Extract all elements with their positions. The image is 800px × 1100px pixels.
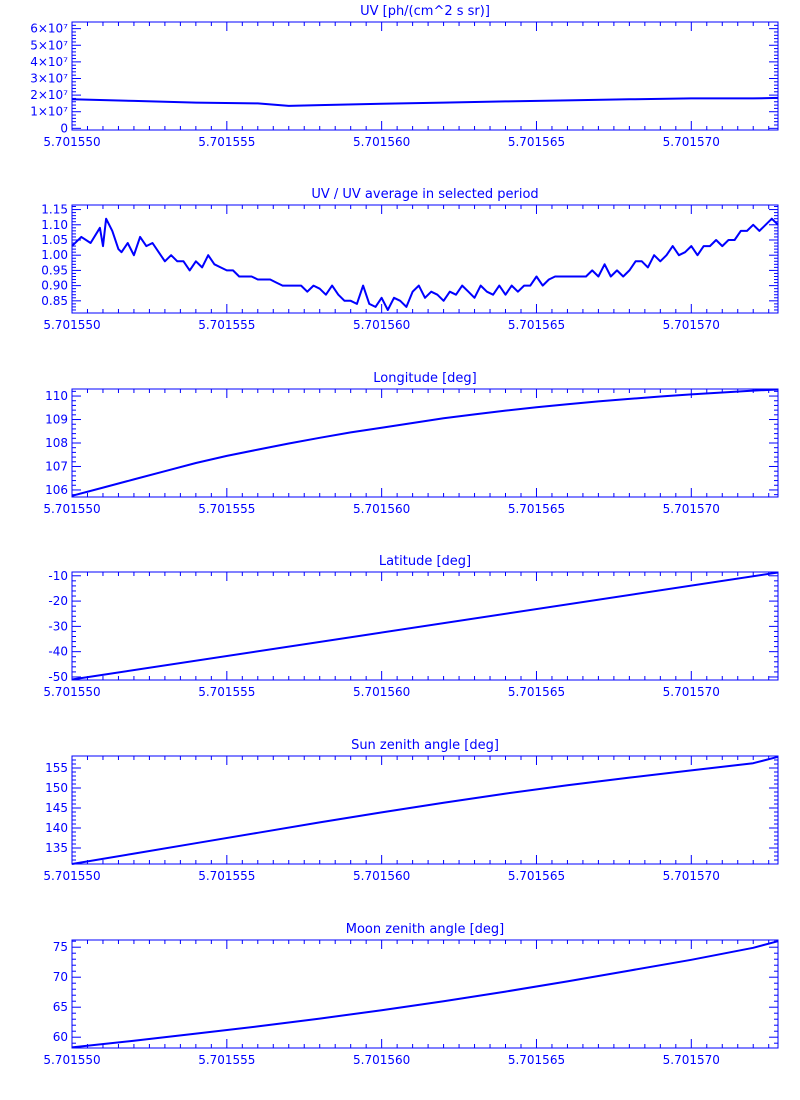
x-tick-label: 5.701550 xyxy=(43,318,100,332)
x-tick-label: 5.701565 xyxy=(508,1053,565,1067)
series-line xyxy=(71,388,779,497)
x-tick-label: 5.701565 xyxy=(508,135,565,149)
x-tick-label: 5.701550 xyxy=(43,685,100,699)
y-tick-label: 135 xyxy=(45,841,68,855)
y-tick-label: 109 xyxy=(45,413,68,427)
chart-panel: UV / UV average in selected period 5.7015… xyxy=(41,187,779,332)
series-line xyxy=(71,96,779,107)
y-tick-label: 0.95 xyxy=(41,263,68,277)
y-tick-label: -20 xyxy=(48,594,68,608)
x-tick-label: 5.701565 xyxy=(508,869,565,883)
y-tick-label: 5×10⁷ xyxy=(30,38,68,52)
y-tick-label: 140 xyxy=(45,821,68,835)
x-tick-label: 5.701560 xyxy=(353,685,410,699)
x-tick-label: 5.701570 xyxy=(663,502,720,516)
series-line xyxy=(71,217,779,311)
x-tick-label: 5.701560 xyxy=(353,135,410,149)
x-tick-label: 5.701560 xyxy=(353,318,410,332)
x-tick-label: 5.701560 xyxy=(353,869,410,883)
y-tick-label: 1.05 xyxy=(41,233,68,247)
chart-title: Latitude [deg] xyxy=(379,554,471,569)
series-line xyxy=(71,755,779,865)
y-tick-label: 0.90 xyxy=(41,279,68,293)
chart-panel: Moon zenith angle [deg] 5.701550 5.701555 5… xyxy=(43,922,779,1067)
series-line xyxy=(71,940,779,1049)
y-tick-label: 65 xyxy=(53,1000,68,1014)
y-tick-label: 1.10 xyxy=(41,218,68,232)
chart-panel: Sun zenith angle [deg] 5.701550 5.701555 5.… xyxy=(43,738,779,883)
chart-title: Moon zenith angle [deg] xyxy=(346,922,504,937)
series-line xyxy=(71,571,779,681)
chart-panel: UV [ph/(cm^2 s sr)] 5.701550 5.701555 5.701… xyxy=(30,4,779,149)
x-tick-label: 5.701555 xyxy=(198,502,255,516)
x-tick-label: 5.701550 xyxy=(43,1053,100,1067)
y-tick-label: 6×10⁷ xyxy=(30,22,68,36)
y-tick-label: 1.00 xyxy=(41,248,68,262)
x-tick-label: 5.701560 xyxy=(353,1053,410,1067)
x-tick-label: 5.701565 xyxy=(508,318,565,332)
y-tick-label: 107 xyxy=(45,459,68,473)
y-tick-label: -30 xyxy=(48,619,68,633)
plot-frame xyxy=(71,755,779,865)
y-tick-label: -40 xyxy=(48,645,68,659)
y-tick-label: 1.15 xyxy=(41,203,68,217)
y-tick-label: 75 xyxy=(53,940,68,954)
y-tick-label: 60 xyxy=(53,1030,68,1044)
x-tick-label: 5.701565 xyxy=(508,502,565,516)
chart-title: Sun zenith angle [deg] xyxy=(351,738,499,753)
y-tick-label: 4×10⁷ xyxy=(30,55,68,69)
y-tick-label: 0.85 xyxy=(41,294,68,308)
chart-title: Longitude [deg] xyxy=(373,371,476,386)
plot-frame xyxy=(71,388,779,498)
y-tick-label: 145 xyxy=(45,801,68,815)
chart-title: UV [ph/(cm^2 s sr)] xyxy=(360,4,490,19)
y-tick-label: -50 xyxy=(48,670,68,684)
x-tick-label: 5.701550 xyxy=(43,502,100,516)
chart-title: UV / UV average in selected period xyxy=(311,187,538,202)
x-tick-label: 5.701565 xyxy=(508,685,565,699)
x-tick-label: 5.701570 xyxy=(663,135,720,149)
y-tick-label: 1×10⁷ xyxy=(30,105,68,119)
y-tick-label: -10 xyxy=(48,569,68,583)
y-tick-label: 155 xyxy=(45,761,68,775)
y-tick-label: 3×10⁷ xyxy=(30,71,68,85)
y-tick-label: 150 xyxy=(45,781,68,795)
x-tick-label: 5.701570 xyxy=(663,318,720,332)
y-tick-label: 108 xyxy=(45,436,68,450)
y-tick-label: 2×10⁷ xyxy=(30,88,68,102)
x-tick-label: 5.701555 xyxy=(198,135,255,149)
x-tick-label: 5.701570 xyxy=(663,869,720,883)
chart-panel: Latitude [deg] 5.701550 5.701555 5.701560 5.… xyxy=(43,554,779,699)
x-tick-label: 5.701550 xyxy=(43,869,100,883)
x-tick-label: 5.701550 xyxy=(43,135,100,149)
plot-frame xyxy=(71,204,779,314)
x-tick-label: 5.701555 xyxy=(198,869,255,883)
y-tick-label: 106 xyxy=(45,483,68,497)
plot-frame xyxy=(71,21,779,131)
x-tick-label: 5.701570 xyxy=(663,1053,720,1067)
y-tick-label: 0 xyxy=(60,121,68,135)
x-tick-label: 5.701555 xyxy=(198,1053,255,1067)
x-tick-label: 5.701555 xyxy=(198,318,255,332)
plot-frame xyxy=(71,939,779,1049)
x-tick-label: 5.701560 xyxy=(353,502,410,516)
x-tick-label: 5.701555 xyxy=(198,685,255,699)
x-tick-label: 5.701570 xyxy=(663,685,720,699)
y-tick-label: 110 xyxy=(45,389,68,403)
y-tick-label: 70 xyxy=(53,970,68,984)
chart-panel: Longitude [deg] 5.701550 5.701555 5.701560 5… xyxy=(43,371,779,516)
